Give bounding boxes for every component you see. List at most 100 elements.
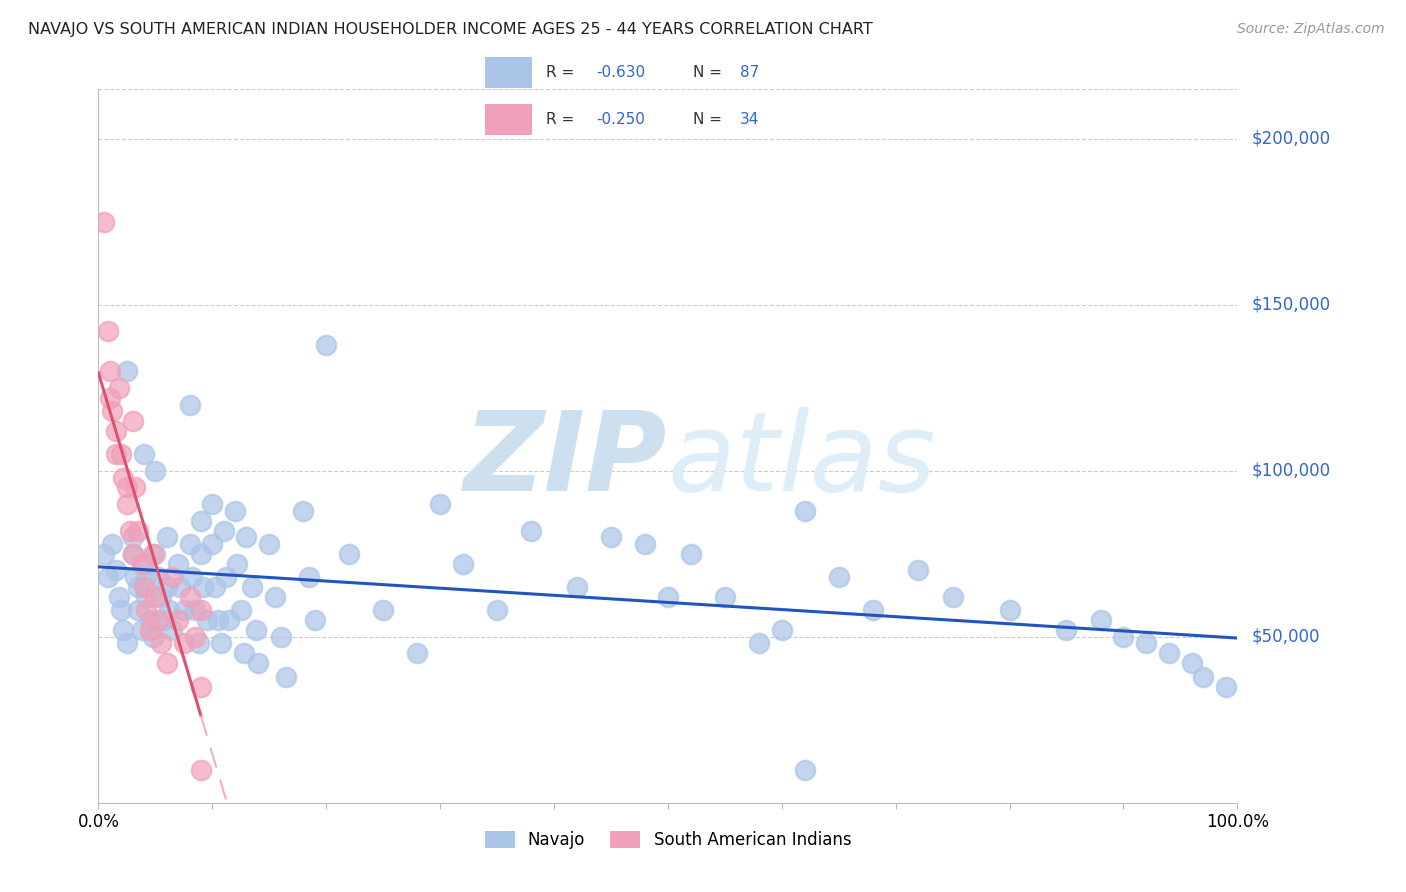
Point	[315, 338, 337, 352]
Point	[451, 557, 474, 571]
Point	[138, 613, 160, 627]
Point	[190, 514, 212, 528]
Point	[204, 580, 226, 594]
Text: 87: 87	[740, 65, 759, 79]
Point	[486, 603, 509, 617]
Point	[195, 613, 218, 627]
Point	[132, 580, 155, 594]
Point	[224, 504, 246, 518]
Point	[162, 570, 184, 584]
Point	[235, 530, 257, 544]
Point	[127, 580, 149, 594]
Point	[112, 624, 135, 638]
Point	[104, 447, 127, 461]
Text: N =: N =	[693, 112, 727, 127]
Point	[179, 537, 201, 551]
Point	[96, 325, 118, 339]
Point	[229, 603, 252, 617]
Point	[98, 391, 121, 405]
Text: -0.250: -0.250	[596, 112, 645, 127]
Point	[429, 497, 451, 511]
Point	[259, 537, 281, 551]
Text: ZIP: ZIP	[464, 407, 668, 514]
Point	[245, 624, 267, 638]
Point	[98, 364, 121, 378]
Text: $50,000: $50,000	[1251, 628, 1320, 646]
Point	[145, 547, 167, 561]
Point	[121, 547, 143, 561]
Point	[793, 763, 815, 777]
Point	[201, 537, 224, 551]
Point	[121, 530, 143, 544]
Point	[862, 603, 884, 617]
Point	[246, 657, 269, 671]
Point	[215, 570, 238, 584]
Text: R =: R =	[547, 112, 579, 127]
Point	[101, 537, 124, 551]
Point	[179, 590, 201, 604]
Point	[145, 590, 167, 604]
Point	[150, 636, 173, 650]
Point	[156, 580, 179, 594]
Point	[115, 497, 138, 511]
Point	[132, 557, 155, 571]
Point	[1112, 630, 1135, 644]
Point	[162, 624, 184, 638]
Point	[127, 603, 149, 617]
Point	[110, 603, 132, 617]
Point	[146, 613, 169, 627]
Text: $200,000: $200,000	[1251, 130, 1330, 148]
Point	[1192, 670, 1215, 684]
Point	[190, 763, 212, 777]
Point	[179, 397, 201, 411]
Point	[153, 613, 176, 627]
Point	[108, 381, 131, 395]
Point	[145, 464, 167, 478]
Point	[187, 636, 209, 650]
Point	[240, 580, 263, 594]
Point	[226, 557, 249, 571]
Point	[131, 624, 153, 638]
Point	[150, 590, 173, 604]
Point	[1135, 636, 1157, 650]
Point	[264, 590, 287, 604]
Point	[371, 603, 394, 617]
Text: atlas: atlas	[668, 407, 936, 514]
Text: NAVAJO VS SOUTH AMERICAN INDIAN HOUSEHOLDER INCOME AGES 25 - 44 YEARS CORRELATIO: NAVAJO VS SOUTH AMERICAN INDIAN HOUSEHOL…	[28, 22, 873, 37]
Point	[142, 547, 165, 561]
Point	[218, 613, 240, 627]
Point	[104, 564, 127, 578]
Point	[304, 613, 326, 627]
Point	[276, 670, 298, 684]
Text: R =: R =	[547, 65, 579, 79]
Text: Source: ZipAtlas.com: Source: ZipAtlas.com	[1237, 22, 1385, 37]
Point	[600, 530, 623, 544]
Point	[828, 570, 851, 584]
Point	[156, 657, 179, 671]
Point	[770, 624, 793, 638]
Point	[337, 547, 360, 561]
Point	[1054, 624, 1078, 638]
Point	[138, 624, 160, 638]
Legend: Navajo, South American Indians: Navajo, South American Indians	[474, 821, 862, 859]
Point	[121, 547, 143, 561]
Point	[565, 580, 588, 594]
Point	[104, 424, 127, 438]
Point	[93, 547, 115, 561]
Point	[190, 547, 212, 561]
Text: 34: 34	[740, 112, 759, 127]
Point	[679, 547, 702, 561]
Point	[207, 613, 229, 627]
Point	[292, 504, 315, 518]
Point	[201, 497, 224, 511]
Point	[180, 570, 202, 584]
Point	[167, 613, 190, 627]
Point	[942, 590, 965, 604]
Point	[135, 603, 157, 617]
Point	[1157, 647, 1180, 661]
Point	[634, 537, 657, 551]
Point	[115, 481, 138, 495]
Point	[212, 524, 235, 538]
Text: -0.630: -0.630	[596, 65, 645, 79]
Point	[96, 570, 118, 584]
